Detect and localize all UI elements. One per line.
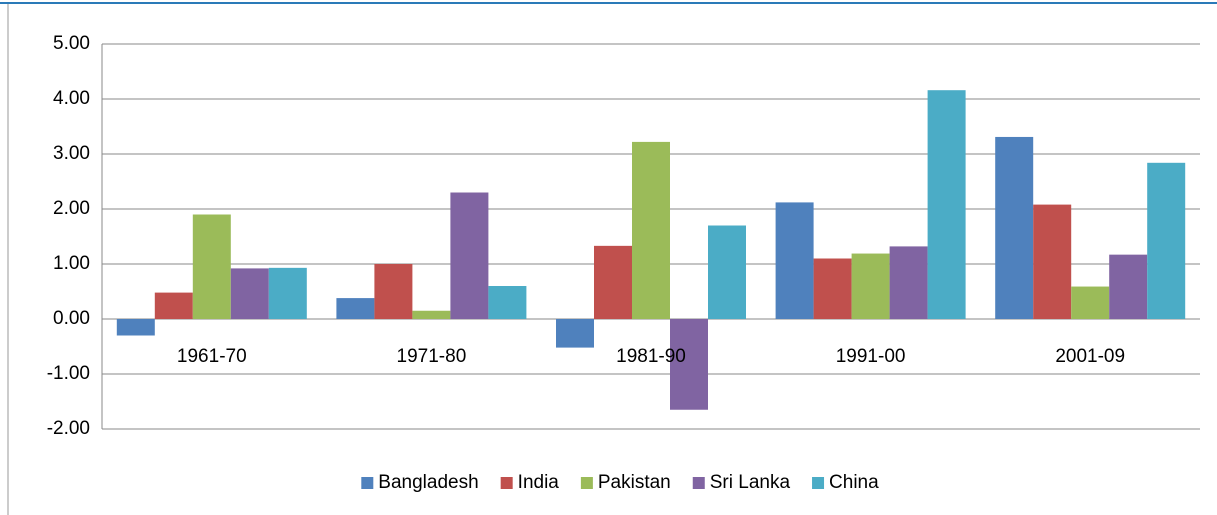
bar	[889, 246, 928, 319]
legend-swatch	[361, 477, 374, 489]
bar	[1109, 254, 1148, 319]
x-tick-label: 1981-90	[616, 346, 686, 367]
legend-swatch	[692, 477, 705, 489]
legend-label: Pakistan	[598, 472, 671, 493]
bar	[995, 136, 1034, 319]
bar	[813, 258, 852, 319]
bar	[594, 245, 632, 319]
x-tick-label: 1991-00	[836, 346, 906, 367]
bar	[374, 264, 413, 319]
bar	[230, 268, 269, 319]
y-tick-label: 0.00	[53, 308, 90, 329]
bar	[670, 319, 708, 410]
bar	[450, 192, 489, 319]
bar	[851, 253, 890, 319]
y-tick-label: -1.00	[47, 363, 90, 384]
bar	[927, 90, 966, 319]
y-tick-label: 1.00	[53, 253, 90, 274]
legend-label: Bangladesh	[378, 472, 478, 493]
y-tick-label: 4.00	[53, 88, 90, 109]
y-tick-label: 5.00	[53, 33, 90, 54]
bar	[488, 286, 527, 319]
bar	[632, 141, 670, 319]
x-tick-label: 1961-70	[177, 346, 247, 367]
bar	[412, 310, 451, 319]
bar	[1147, 162, 1186, 319]
bar	[1071, 286, 1110, 319]
bar	[775, 202, 814, 319]
legend-swatch	[812, 477, 825, 489]
bar	[268, 267, 307, 319]
legend-label: Sri Lanka	[710, 472, 791, 493]
x-tick-label: 1971-80	[397, 346, 467, 367]
bar	[154, 292, 193, 319]
bar	[192, 214, 231, 319]
legend-label: China	[829, 472, 879, 493]
y-tick-label: 2.00	[53, 198, 90, 219]
legend-swatch	[500, 477, 513, 489]
x-tick-label: 2001-09	[1055, 346, 1125, 367]
bar	[708, 225, 746, 319]
bar	[336, 298, 375, 319]
y-tick-label: -2.00	[47, 418, 90, 439]
y-tick-label: 3.00	[53, 143, 90, 164]
legend-swatch	[580, 477, 593, 489]
bar	[1033, 204, 1072, 319]
legend-label: India	[518, 472, 560, 493]
bar	[556, 319, 594, 348]
bar	[116, 319, 155, 336]
